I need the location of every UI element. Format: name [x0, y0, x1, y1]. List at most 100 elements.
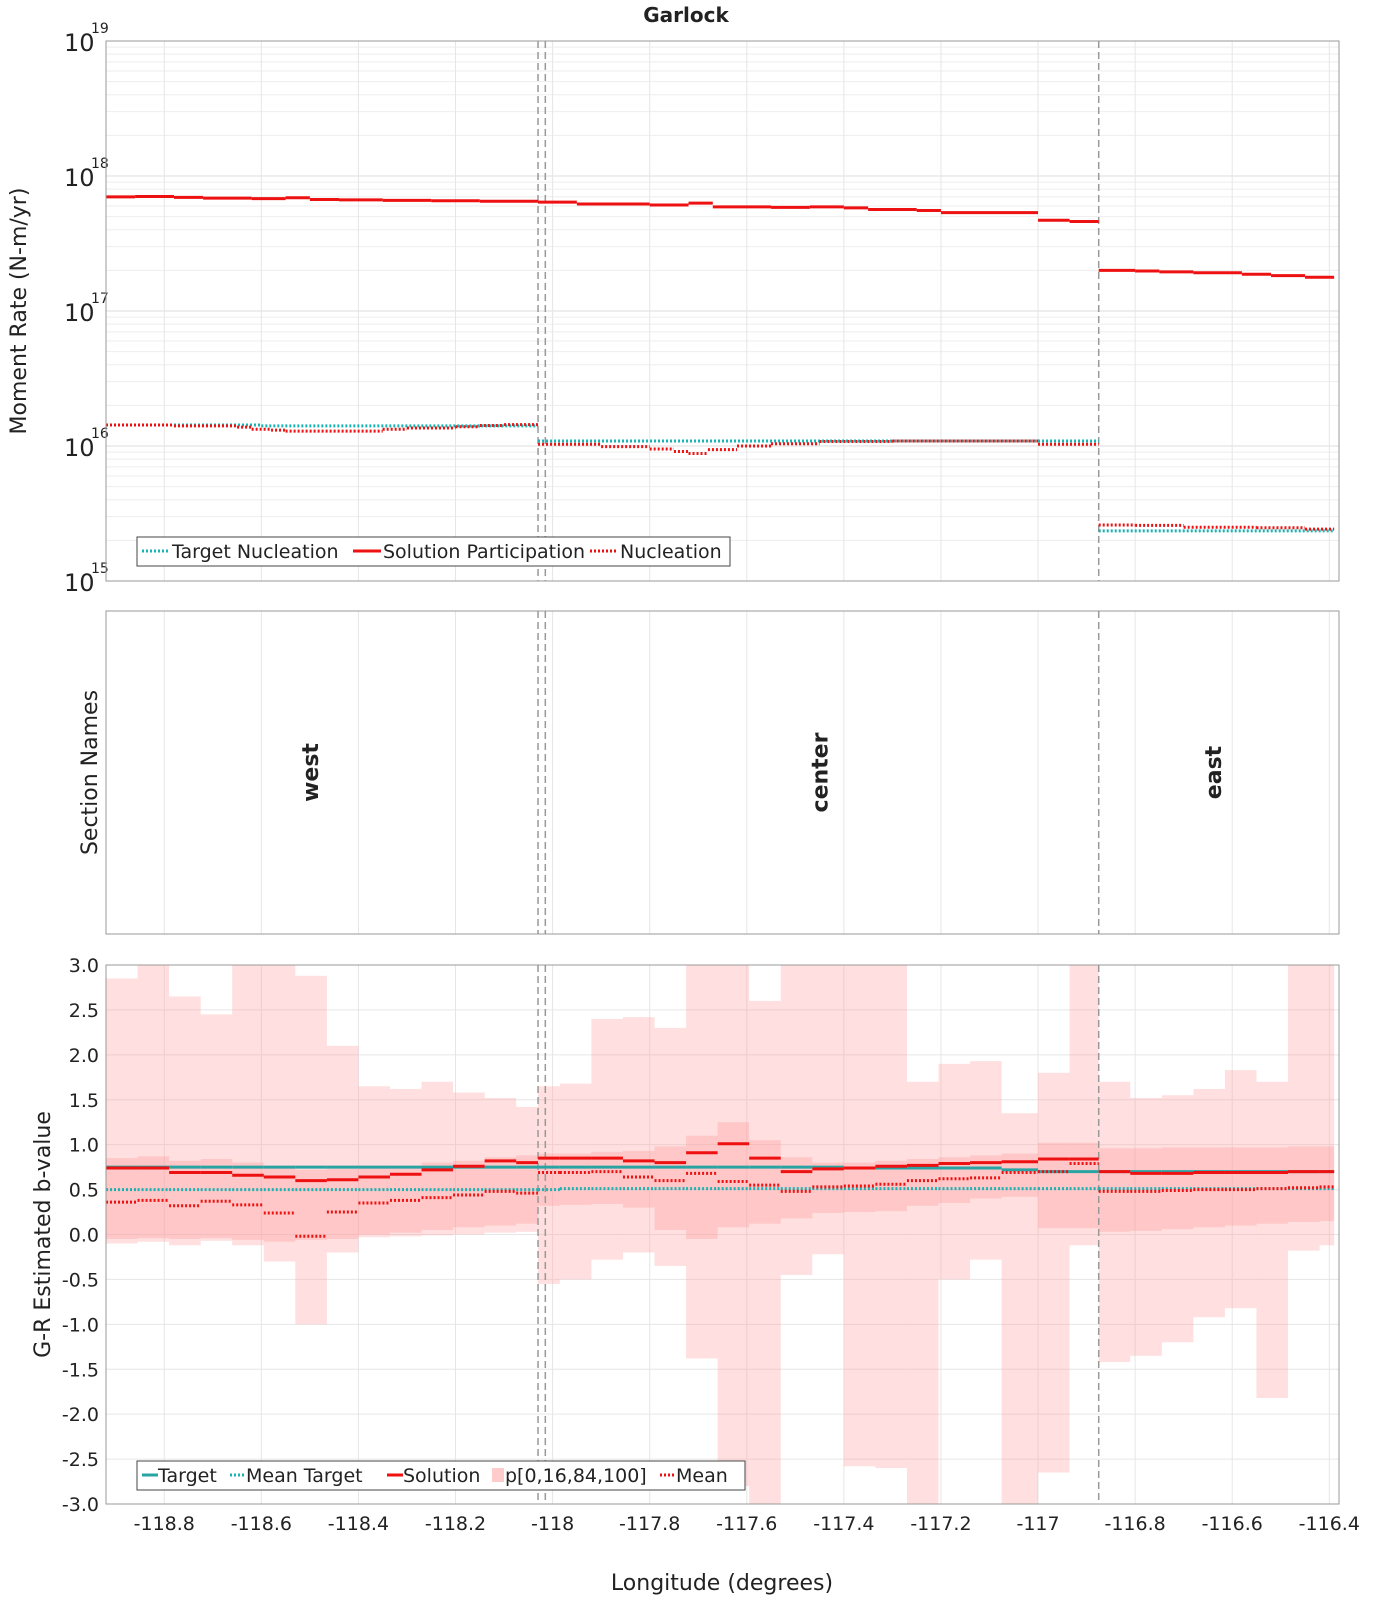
- y-tick-label: 3.0: [69, 955, 99, 977]
- band-p0-p100: [938, 1063, 971, 1280]
- y-tick-label: -3.0: [62, 1494, 99, 1516]
- band-p0-p100: [1256, 1081, 1289, 1398]
- band-p16-p84: [591, 1151, 623, 1204]
- b-value-panel: -3.0 -2.5 -2.0 -1.5 -1.0 -0.5 0.0 0.5 1.0 1.5 2.0 2…: [31, 955, 1360, 1596]
- section-name-label: center: [809, 732, 834, 812]
- y-tick-label-exponent: 19: [91, 21, 109, 37]
- band-p0-p100: [200, 1014, 233, 1241]
- band-p0-p100: [516, 1106, 539, 1232]
- x-tick-label: -117.6: [716, 1513, 777, 1535]
- x-tick-label: -116.4: [1299, 1513, 1360, 1535]
- y-tick-label-exponent: 16: [91, 426, 109, 442]
- band-p0-p100: [421, 1081, 454, 1236]
- band-p0-p100: [1130, 1097, 1162, 1356]
- band-p0-p100: [1319, 965, 1335, 1246]
- band-p0-p100: [843, 965, 876, 1467]
- legend-label: Mean: [676, 1465, 728, 1487]
- band-p0-p100: [106, 978, 138, 1244]
- band-p16-p84: [516, 1155, 539, 1224]
- y-tick-label: 0.5: [69, 1180, 99, 1202]
- band-p0-p100: [749, 1000, 781, 1504]
- x-axis-label: Longitude (degrees): [611, 1571, 833, 1596]
- y-tick-label-exponent: 15: [91, 561, 109, 577]
- band-p16-p84: [1288, 1146, 1320, 1222]
- y-axis-label: Moment Rate (N-m/yr): [7, 188, 32, 435]
- x-tick-label: -117.2: [910, 1513, 971, 1535]
- y-tick-label: -2.5: [62, 1449, 99, 1471]
- y-tick-label: 2.0: [69, 1045, 99, 1067]
- x-tick-label: -118.6: [231, 1513, 292, 1535]
- band-p16-p84: [137, 1156, 170, 1239]
- section-name-label: west: [299, 743, 324, 802]
- band-p16-p84: [1224, 1147, 1257, 1226]
- y-tick-label: -2.0: [62, 1404, 99, 1426]
- band-p0-p100: [812, 965, 844, 1255]
- band-p0-p100: [686, 965, 718, 1359]
- band-p16-p84: [1001, 1153, 1039, 1197]
- moment-plot-frame: [105, 40, 1340, 582]
- band-p16-p84: [1319, 1146, 1335, 1222]
- bvalue-plot-frame: [105, 964, 1340, 1505]
- band-p0-p100: [717, 965, 750, 1487]
- band-p0-p100: [326, 1045, 359, 1253]
- legend-swatch: [492, 1468, 504, 1482]
- y-tick-label: 1.5: [69, 1090, 99, 1112]
- y-tick-label-exponent: 18: [91, 156, 109, 172]
- band-p16-p84: [559, 1153, 592, 1205]
- x-tick-label: -118: [531, 1513, 574, 1535]
- band-p0-p100: [622, 1017, 655, 1253]
- band-p16-p84: [200, 1159, 233, 1239]
- section-names-panel: west center east Section Names: [78, 610, 1340, 935]
- band-p0-p100: [654, 1027, 687, 1266]
- band-p16-p84: [1038, 1142, 1070, 1229]
- x-tick-label: -117: [1016, 1513, 1059, 1535]
- legend-label: Solution Participation: [383, 541, 585, 563]
- legend-bvalue: Target Mean Target Solution p[0,16,84,100] M…: [136, 1460, 746, 1491]
- y-axis-label: Section Names: [78, 690, 103, 855]
- x-tick-label: -118.2: [425, 1513, 486, 1535]
- y-tick-label-base: 10: [64, 569, 95, 597]
- x-tick-label: -118.8: [134, 1513, 195, 1535]
- chart-title: Garlock: [643, 3, 729, 27]
- y-tick-label: -0.5: [62, 1269, 99, 1291]
- y-tick-label-base: 10: [64, 299, 95, 327]
- y-tick-label: 2.5: [69, 1000, 99, 1022]
- band-p0-p100: [389, 1088, 422, 1237]
- legend-label: p[0,16,84,100]: [505, 1465, 647, 1487]
- y-tick-label: -1.0: [62, 1314, 99, 1336]
- y-tick-label: 0.0: [69, 1225, 99, 1247]
- band-p0-p100: [970, 1061, 1002, 1260]
- band-p0-p100: [1161, 1095, 1194, 1343]
- y-tick-label-base: 10: [64, 434, 95, 462]
- band-p16-p84: [1256, 1147, 1289, 1224]
- band-p16-p84: [1069, 1142, 1099, 1229]
- band-p16-p84: [749, 1140, 781, 1224]
- band-p0-p100: [1098, 1081, 1131, 1363]
- band-p0-p100: [780, 965, 813, 1275]
- band-p16-p84: [263, 1167, 296, 1242]
- legend-moment: Target Nucleation Solution Participation N…: [136, 536, 731, 567]
- legend-label: Solution: [403, 1465, 480, 1487]
- x-tick-label: -117.8: [619, 1513, 680, 1535]
- band-p16-p84: [106, 1158, 138, 1239]
- y-tick-label-exponent: 17: [91, 291, 109, 307]
- band-p0-p100: [906, 1081, 939, 1504]
- y-axis-label: G-R Estimated b-value: [31, 1111, 56, 1358]
- band-p16-p84: [717, 1122, 750, 1228]
- y-tick-label-base: 10: [64, 164, 95, 192]
- band-p0-p100: [295, 975, 327, 1325]
- band-p0-p100: [538, 1086, 560, 1284]
- band-p0-p100: [1038, 1072, 1070, 1473]
- sections-plot-frame: [105, 610, 1340, 935]
- band-p0-p100: [484, 1097, 517, 1233]
- band-p16-p84: [538, 1153, 560, 1206]
- band-p0-p100: [1193, 1088, 1225, 1318]
- legend-label: Target Nucleation: [171, 541, 339, 563]
- band-p0-p100: [1069, 965, 1099, 1246]
- band-p0-p100: [358, 1086, 390, 1238]
- y-tick-label: -1.5: [62, 1359, 99, 1381]
- y-tick-label-base: 10: [64, 29, 95, 57]
- band-p0-p100: [591, 1018, 623, 1260]
- x-tick-label: -116.8: [1104, 1513, 1165, 1535]
